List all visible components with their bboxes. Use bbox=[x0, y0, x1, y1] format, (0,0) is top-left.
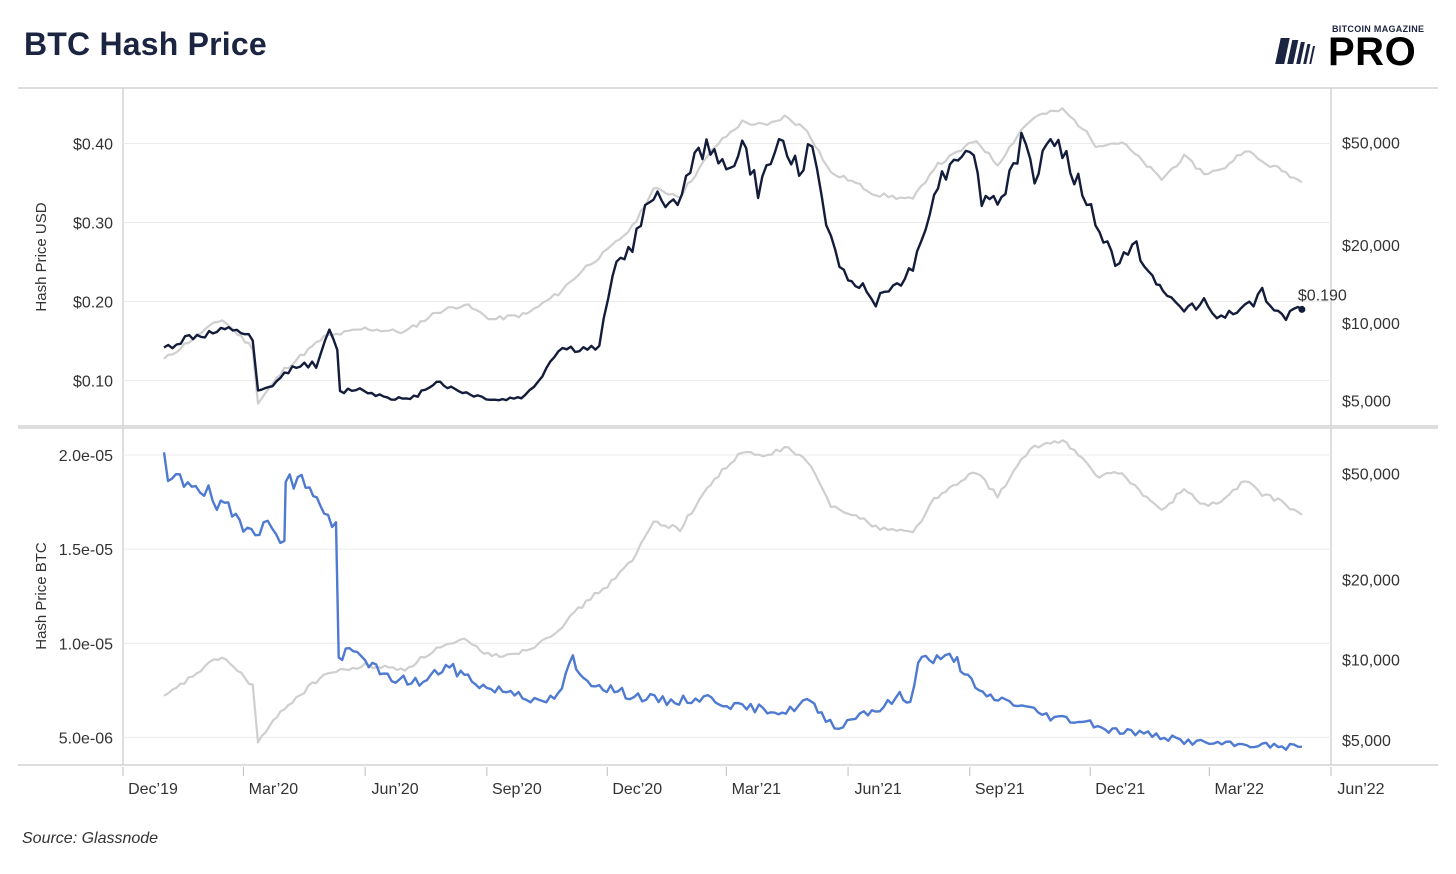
x-tick-label: Jun’20 bbox=[372, 781, 419, 798]
left-tick-label: $0.20 bbox=[73, 295, 113, 312]
x-tick-label: Jun’22 bbox=[1337, 781, 1384, 798]
x-tick-label: Sep’20 bbox=[492, 781, 542, 798]
brand-bars-icon bbox=[1275, 38, 1316, 64]
right-tick-label: $50,000 bbox=[1342, 467, 1400, 484]
last-value-label: $0.190 bbox=[1298, 287, 1347, 304]
btc-price-line bbox=[163, 107, 1303, 405]
x-tick-label: Mar’20 bbox=[249, 781, 299, 798]
chart-title: BTC Hash Price bbox=[24, 26, 267, 62]
left-tick-label: $0.30 bbox=[73, 216, 113, 233]
x-tick-label: Jun’21 bbox=[854, 781, 901, 798]
last-value-marker bbox=[1298, 305, 1306, 313]
x-tick-label: Mar’21 bbox=[732, 781, 782, 798]
right-tick-label: $10,000 bbox=[1342, 653, 1400, 670]
left-tick-label: 1.0e-05 bbox=[59, 636, 113, 653]
left-tick-label: 1.5e-05 bbox=[59, 542, 113, 559]
source-note: Source: Glassnode bbox=[22, 830, 159, 847]
panel-hash-price-btc: 5.0e-06 1.0e-05 1.5e-05 2.0e-05 $5,000 $10,00… bbox=[18, 427, 1438, 766]
btc-price-line bbox=[163, 439, 1303, 744]
right-tick-label: $20,000 bbox=[1342, 573, 1400, 590]
right-tick-label: $5,000 bbox=[1342, 733, 1391, 750]
left-tick-label: 5.0e-06 bbox=[59, 730, 113, 747]
x-axis: Dec’19 Mar’20 Jun’20 Sep’20 Dec’20 Mar’21 Jun’… bbox=[122, 767, 1385, 798]
brand-subtitle: BITCOIN MAGAZINE bbox=[1332, 24, 1425, 34]
panel-hash-price-usd: $0.10 $0.20 $0.30 $0.40 $5,000 $10,000 $20,000… bbox=[18, 87, 1438, 427]
hash-price-btc-line bbox=[162, 452, 1302, 751]
right-tick-label: $50,000 bbox=[1342, 135, 1400, 152]
x-tick-label: Sep’21 bbox=[975, 781, 1025, 798]
x-tick-label: Dec’19 bbox=[128, 781, 178, 798]
x-tick-label: Mar’22 bbox=[1215, 781, 1265, 798]
right-tick-label: $20,000 bbox=[1342, 238, 1400, 255]
y-axis-label: Hash Price BTC bbox=[33, 542, 50, 650]
left-tick-label: $0.40 bbox=[73, 137, 113, 154]
hash-price-usd-line bbox=[163, 131, 1303, 402]
left-tick-label: $0.10 bbox=[73, 374, 113, 391]
left-tick-label: 2.0e-05 bbox=[59, 448, 113, 465]
right-tick-label: $10,000 bbox=[1342, 316, 1400, 333]
y-axis-label: Hash Price USD bbox=[33, 202, 50, 311]
brand-logo: BITCOIN MAGAZINE PRO bbox=[1272, 24, 1440, 74]
brand-name: PRO bbox=[1328, 30, 1417, 74]
right-tick-label: $5,000 bbox=[1342, 393, 1391, 410]
x-tick-label: Dec’21 bbox=[1095, 781, 1145, 798]
x-tick-label: Dec’20 bbox=[612, 781, 662, 798]
